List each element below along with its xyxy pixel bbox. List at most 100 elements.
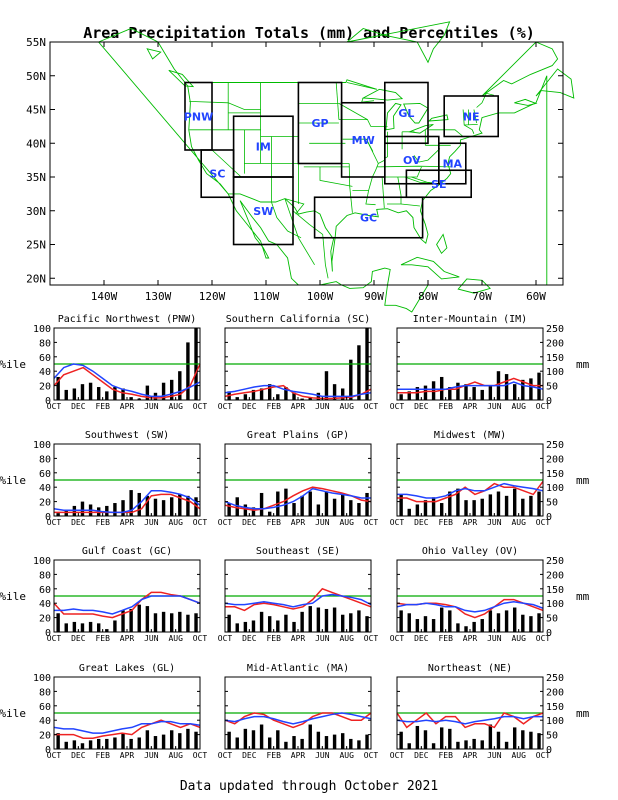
precip-bar <box>324 491 329 516</box>
precip-bar <box>472 500 476 516</box>
panel-12: Northeast (NE)OCT DEC FEB APR JUN AUG OCT05010… <box>390 663 590 760</box>
x-tick-label: APR <box>120 634 135 643</box>
precip-bar <box>349 359 353 400</box>
precip-bar <box>448 387 452 400</box>
precip-bar <box>121 733 125 749</box>
precip-bar <box>512 727 517 749</box>
precip-bar <box>96 623 101 632</box>
precip-bar <box>308 606 312 632</box>
precip-bar <box>80 623 85 632</box>
region-label: SC <box>209 168 225 181</box>
state-boundary <box>400 203 420 207</box>
x-tick-label: OCT <box>390 634 405 643</box>
precip-bar <box>235 497 239 516</box>
state-boundary <box>381 176 385 209</box>
precip-bar <box>399 494 403 516</box>
precip-bar <box>480 740 484 749</box>
region-box <box>313 196 424 239</box>
left-tick-label: 0 <box>45 628 51 639</box>
precip-bar <box>340 388 345 400</box>
left-tick-label: 0 <box>45 396 51 407</box>
right-tick-label: 250 <box>546 556 564 567</box>
precip-bar <box>415 619 420 632</box>
panel-title: Southwest (SW) <box>85 430 169 441</box>
precip-bar <box>178 371 182 400</box>
percentile-line <box>396 601 544 613</box>
right-tick-label: 50 <box>546 614 558 625</box>
normal-line <box>53 363 201 399</box>
right-tick-label: 0 <box>546 512 552 523</box>
region-sc: SC <box>200 149 235 199</box>
precip-bar <box>423 730 428 749</box>
precip-bar <box>340 614 345 632</box>
state-boundary <box>387 176 402 205</box>
precip-bar <box>324 736 329 749</box>
precip-bar <box>456 741 460 749</box>
precip-bar <box>145 730 150 749</box>
left-tick-label: 60 <box>39 702 51 713</box>
precip-bar <box>284 614 288 632</box>
precip-bar <box>488 610 493 632</box>
precip-bar <box>504 495 509 516</box>
panel-title: Inter-Mountain (IM) <box>413 314 527 325</box>
precip-bar <box>129 608 133 632</box>
lake-michigan <box>385 102 402 131</box>
precip-bar <box>472 387 476 400</box>
vancouver-island <box>168 69 195 88</box>
x-tick-label: OCT <box>364 518 379 527</box>
precip-bar <box>178 611 182 632</box>
precip-bar <box>464 740 468 749</box>
precip-bar <box>243 728 248 749</box>
precip-bar <box>529 495 533 516</box>
precip-bar <box>153 613 158 632</box>
precip-bar <box>316 504 321 516</box>
x-tick-label: APR <box>120 751 135 760</box>
x-tick-label: OCT <box>364 751 379 760</box>
x-tick-label: APR <box>463 634 478 643</box>
precip-bar <box>161 734 166 749</box>
x-tick-label: AUG <box>339 751 354 760</box>
precip-bar <box>129 490 133 516</box>
precip-bar <box>439 727 444 749</box>
precip-bar <box>88 621 93 632</box>
left-tick-label: 100 <box>33 673 51 684</box>
percentile-line <box>53 720 201 734</box>
left-tick-label: 80 <box>39 338 51 349</box>
lat-tick-label: 25N <box>26 239 46 252</box>
state-boundary <box>429 129 464 137</box>
precip-bar <box>316 731 321 749</box>
x-tick-label: APR <box>291 751 306 760</box>
precip-bar <box>439 607 444 632</box>
state-boundary <box>473 109 477 124</box>
right-tick-label: 200 <box>546 454 564 465</box>
x-tick-label: OCT <box>218 402 233 411</box>
precip-bar <box>284 741 288 749</box>
precip-bar <box>488 385 493 400</box>
lat-tick-label: 45N <box>26 104 46 117</box>
x-tick-label: JUN <box>315 518 330 527</box>
x-tick-label: OCT <box>47 634 62 643</box>
x-tick-label: FEB <box>95 634 110 643</box>
precip-bar <box>227 731 231 749</box>
precip-bar <box>349 500 353 516</box>
state-boundary <box>284 198 305 215</box>
precip-bar <box>259 492 264 516</box>
lake-huron <box>403 102 429 124</box>
figure-title: Area Precipitation Totals (mm) and Perce… <box>83 24 535 42</box>
x-tick-label: JUN <box>487 634 502 643</box>
land-outline <box>97 28 548 313</box>
state-boundary <box>338 103 368 120</box>
precip-bar <box>227 614 231 632</box>
precip-bar <box>64 389 68 400</box>
precip-bar <box>145 495 150 516</box>
precip-bar <box>415 725 420 749</box>
precip-bar <box>259 724 264 749</box>
cape-breton <box>514 98 538 106</box>
x-tick-label: DEC <box>414 402 429 411</box>
state-boundary <box>228 82 261 110</box>
x-tick-label: DEC <box>242 634 257 643</box>
x-tick-label: FEB <box>438 518 453 527</box>
right-tick-label: 0 <box>546 396 552 407</box>
region-se: SE <box>405 169 472 199</box>
panel-3: Inter-Mountain (IM) OCT DEC FEB APR JUN AUG OCT… <box>390 314 590 411</box>
